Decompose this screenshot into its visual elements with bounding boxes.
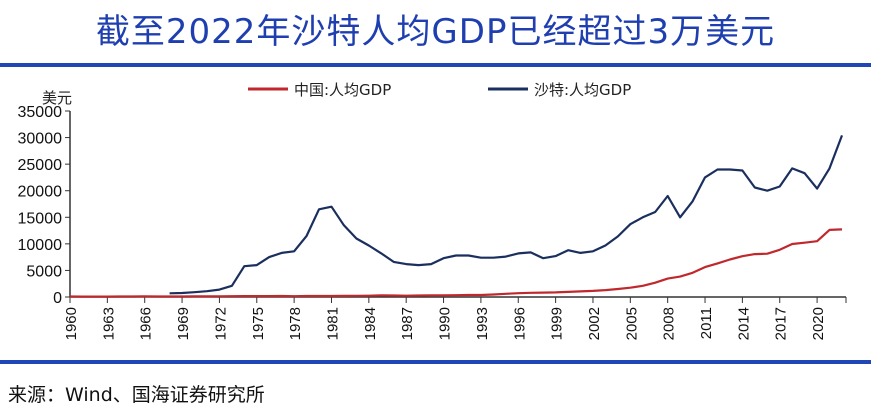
bottom-divider — [0, 360, 871, 364]
x-tick-label: 1981 — [324, 307, 341, 340]
y-tick-label: 25000 — [18, 157, 63, 174]
y-axis-label: 美元 — [42, 89, 72, 107]
y-tick-label: 35000 — [18, 104, 63, 121]
x-tick-label: 1963 — [100, 307, 117, 340]
y-tick-label: 0 — [53, 290, 62, 307]
x-tick-label: 1999 — [549, 307, 566, 340]
x-tick-label: 2020 — [810, 307, 827, 340]
x-tick-label: 1960 — [63, 307, 80, 340]
page-title: 截至2022年沙特人均GDP已经超过3万美元 — [95, 12, 776, 52]
y-tick-label: 20000 — [18, 184, 63, 201]
x-tick-label: 1966 — [138, 307, 155, 340]
x-tick-label: 2014 — [735, 307, 752, 340]
x-tick-label: 1972 — [212, 307, 229, 340]
x-tick-label: 1978 — [287, 307, 304, 340]
series-line-saudi — [169, 135, 844, 295]
x-tick-label: 1993 — [474, 307, 491, 340]
top-divider — [0, 63, 871, 67]
x-tick-label: 2017 — [773, 307, 790, 340]
x-tick-label: 2008 — [661, 307, 678, 340]
x-tick-label: 2005 — [623, 307, 640, 340]
series-line-china — [69, 228, 843, 298]
x-tick-label: 1987 — [399, 307, 416, 340]
y-tick-label: 15000 — [18, 210, 63, 227]
x-tick-label: 1975 — [250, 307, 267, 340]
legend-label: 中国:人均GDP — [294, 81, 391, 99]
y-tick-label: 30000 — [18, 131, 63, 148]
x-tick-label: 1969 — [175, 307, 192, 340]
x-tick-label: 1984 — [362, 307, 379, 340]
y-tick-label: 5000 — [26, 263, 62, 280]
x-tick-label: 1990 — [437, 307, 454, 340]
x-tick-label: 2002 — [586, 307, 603, 340]
x-tick-label: 2011 — [698, 307, 715, 339]
y-tick-label: 10000 — [18, 237, 63, 254]
x-tick-label: 1996 — [511, 307, 528, 340]
source-note: 来源：Wind、国海证券研究所 — [8, 384, 265, 406]
legend-label: 沙特:人均GDP — [534, 81, 631, 99]
